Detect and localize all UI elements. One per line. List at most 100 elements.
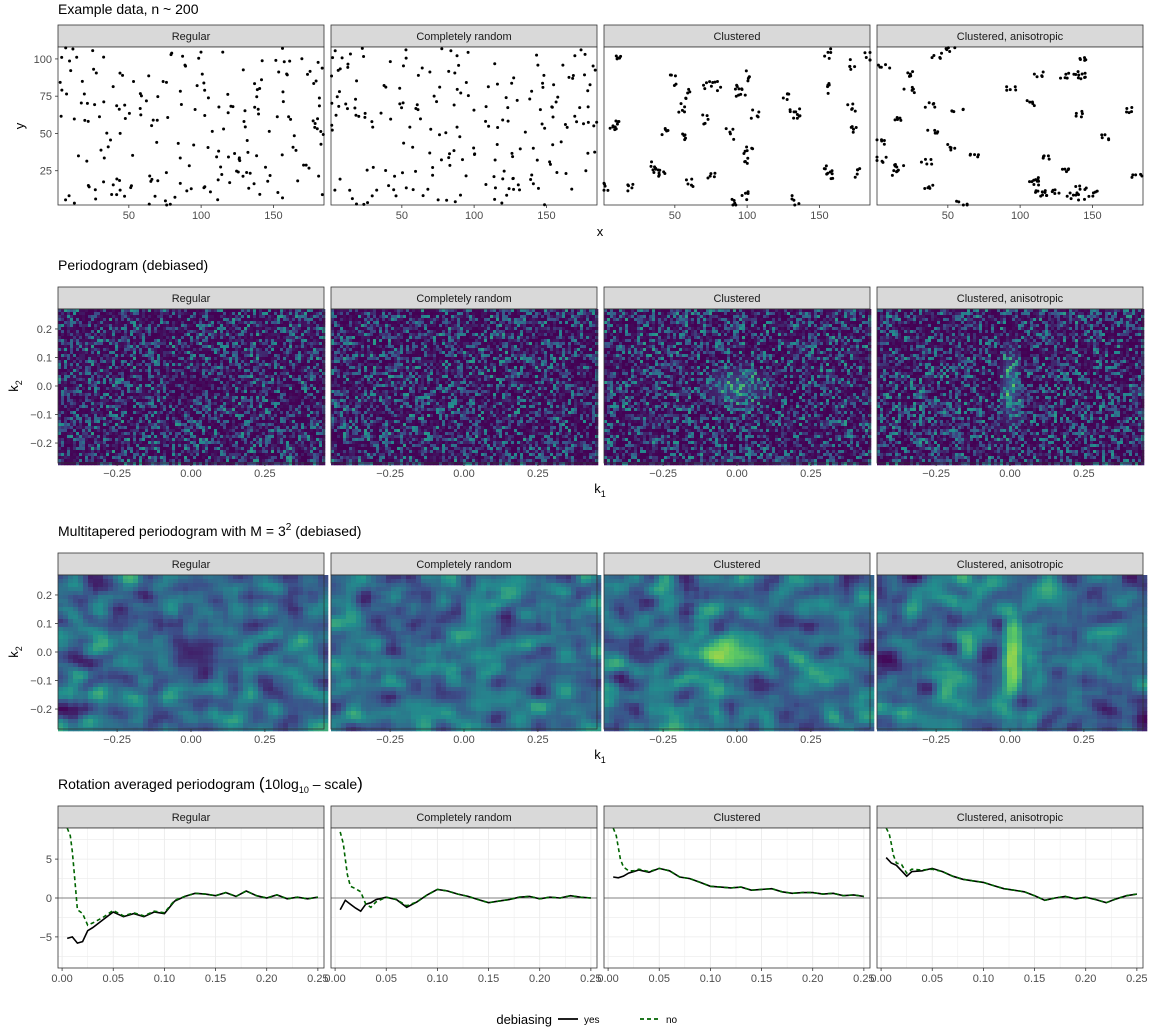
heatmap-cell	[106, 345, 110, 349]
data-point	[919, 160, 923, 164]
data-point	[258, 192, 262, 196]
heatmap-cell	[304, 351, 308, 355]
heatmap-cell	[226, 348, 230, 352]
heatmap-cell	[298, 402, 302, 406]
heatmap-cell	[169, 378, 173, 382]
heatmap-cell	[271, 372, 275, 376]
heatmap-cell	[238, 327, 242, 331]
heatmap-cell	[160, 351, 164, 355]
heatmap-cell	[211, 396, 215, 400]
data-point	[1044, 193, 1048, 197]
heatmap-cell	[286, 339, 290, 343]
heatmap-cell	[262, 423, 266, 427]
heatmap-cell	[100, 357, 104, 361]
heatmap-cell	[85, 423, 89, 427]
data-point	[747, 75, 751, 79]
heatmap-cell	[256, 396, 260, 400]
heatmap-cell	[151, 396, 155, 400]
heatmap-cell	[148, 423, 152, 427]
heatmap-cell	[292, 390, 296, 394]
heatmap-cell	[295, 360, 299, 364]
heatmap-cell	[178, 426, 182, 430]
data-point	[875, 138, 879, 142]
heatmap-cell	[88, 381, 92, 385]
heatmap-cell	[73, 351, 77, 355]
heatmap-cell	[127, 333, 131, 337]
heatmap-cell	[124, 396, 128, 400]
data-point	[371, 165, 375, 169]
heatmap-cell	[187, 354, 191, 358]
heatmap-cell	[97, 384, 101, 388]
heatmap-cell	[253, 384, 257, 388]
heatmap-cell	[316, 393, 320, 397]
heatmap-cell	[139, 342, 143, 346]
data-point	[1032, 72, 1036, 76]
heatmap-cell	[175, 414, 179, 418]
heatmap-cell	[181, 381, 185, 385]
heatmap-cell	[166, 396, 170, 400]
heatmap-cell	[286, 375, 290, 379]
facet-label: Completely random	[416, 812, 511, 824]
heatmap-cell	[154, 330, 158, 334]
heatmap-cell	[259, 348, 263, 352]
data-point	[606, 188, 610, 192]
heatmap-cell	[298, 324, 302, 328]
heatmap-cell	[97, 321, 101, 325]
data-point	[683, 110, 687, 114]
heatmap-cell	[214, 420, 218, 424]
heatmap-cell	[241, 330, 245, 334]
heatmap-cell	[91, 387, 95, 391]
heatmap-cell	[193, 336, 197, 340]
heatmap-cell	[259, 393, 263, 397]
data-point	[536, 186, 540, 190]
heatmap-cell	[289, 384, 293, 388]
heatmap-cell	[166, 333, 170, 337]
heatmap-cell	[73, 435, 77, 439]
heatmap-cell	[163, 348, 167, 352]
heatmap-cell	[109, 423, 113, 427]
heatmap-cell	[214, 372, 218, 376]
data-point	[338, 177, 342, 181]
data-point	[852, 127, 856, 131]
heatmap-cell	[208, 312, 212, 316]
heatmap-cell	[76, 336, 80, 340]
heatmap-cell	[235, 429, 239, 433]
heatmap-cell	[211, 432, 215, 436]
data-point	[164, 171, 168, 175]
heatmap-cell	[244, 336, 248, 340]
heatmap-cell	[262, 414, 266, 418]
heatmap-cell	[319, 318, 323, 322]
heatmap-cell	[73, 408, 77, 412]
heatmap-cell	[139, 339, 143, 343]
data-point	[1063, 167, 1067, 171]
heatmap-cell	[82, 312, 86, 316]
heatmap-cell	[250, 405, 254, 409]
heatmap-cell	[160, 321, 164, 325]
heatmap-cell	[307, 348, 311, 352]
heatmap-cell	[118, 423, 122, 427]
heatmap-cell	[109, 387, 113, 391]
heatmap-cell	[316, 336, 320, 340]
heatmap-cell	[217, 378, 221, 382]
data-point	[1037, 183, 1041, 187]
heatmap-cell	[187, 408, 191, 412]
heatmap-cell	[226, 393, 230, 397]
heatmap-cell	[178, 372, 182, 376]
heatmap-cell	[250, 441, 254, 445]
heatmap-cell	[298, 348, 302, 352]
heatmap-cell	[172, 396, 176, 400]
data-point	[280, 153, 284, 157]
heatmap-cell	[250, 342, 254, 346]
heatmap-cell	[94, 315, 98, 319]
heatmap-cell	[79, 318, 83, 322]
heatmap-cell	[187, 324, 191, 328]
heatmap-cell	[112, 309, 116, 313]
heatmap-cell	[190, 414, 194, 418]
heatmap-cell	[244, 399, 248, 403]
heatmap-cell	[115, 315, 119, 319]
heatmap-cell	[223, 357, 227, 361]
heatmap-cell	[268, 438, 272, 442]
heatmap-cell	[289, 327, 293, 331]
data-point	[138, 107, 142, 111]
heatmap-cell	[259, 378, 263, 382]
